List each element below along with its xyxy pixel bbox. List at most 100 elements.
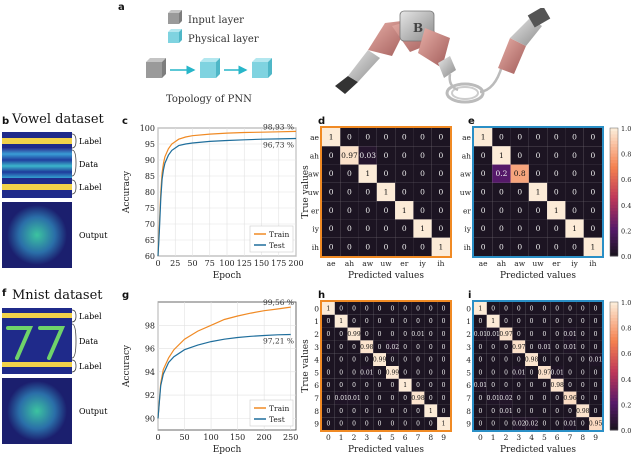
beam-cone-output	[498, 38, 526, 74]
matrix-i-cell	[474, 366, 487, 379]
matrix-i-colorbar-segment	[610, 334, 618, 338]
matrix-h-cell-label: 0	[442, 344, 446, 351]
matrix-d-cell	[340, 164, 359, 183]
matrix-d-xtick-label: aw	[362, 259, 373, 268]
matrix-i-cell-label: 0.97	[538, 369, 552, 376]
matrix-d-cell-label: 0	[438, 206, 443, 215]
chart-c-xtick-label: 100	[219, 259, 234, 268]
matrix-i-cell-label: 0	[491, 305, 495, 312]
matrix-i-ytick-label: 5	[466, 368, 471, 377]
matrix-h-cell	[386, 340, 399, 354]
matrix-d-cell	[376, 164, 396, 183]
matrix-h-cell	[437, 340, 450, 354]
matrix-h-cell-label: 0	[339, 357, 343, 364]
matrix-h-cell	[347, 327, 361, 341]
matrix-i-cell	[563, 327, 577, 341]
matrix-i-cell	[538, 404, 551, 418]
matrix-h-cell	[437, 366, 450, 379]
matrix-i-cell	[512, 353, 526, 366]
matrix-e-cell-label: 0	[499, 188, 504, 197]
matrix-i-cell-label: 0	[581, 421, 585, 428]
matrix-h-cell	[386, 353, 399, 366]
matrix-i-cell	[563, 378, 577, 392]
matrix-e-colorbar-segment	[610, 179, 618, 183]
panel-label-i: i	[468, 290, 472, 301]
matrix-d-cell-label: 0	[347, 224, 352, 233]
matrix-i-cell-label: 0	[530, 305, 534, 312]
matrix-h-cell	[424, 404, 438, 418]
matrix-d-cell-label: 1	[420, 224, 425, 233]
matrix-h-cell-label: 0	[429, 369, 433, 376]
matrix-e-xtick-label: ih	[589, 259, 596, 268]
mnist-side-label-top: Label	[79, 312, 102, 321]
mnist-digit-7-left	[6, 326, 34, 360]
matrix-h-cell	[398, 404, 412, 418]
matrix-h-cell	[360, 378, 374, 392]
matrix-i-cell-label: 0	[491, 408, 495, 415]
matrix-i-colorbar-segment	[610, 318, 618, 322]
matrix-e-cell	[583, 182, 602, 202]
matrix-i-colorbar-segment	[610, 375, 618, 380]
matrix-i-cell	[538, 340, 551, 354]
matrix-h-xtick-label: 1	[339, 433, 344, 442]
matrix-i-cell	[538, 302, 551, 315]
matrix-e-ytick-label: er	[463, 206, 471, 215]
matrix-d-cell	[358, 201, 377, 220]
matrix-h-cell-label: 0	[326, 421, 330, 428]
matrix-h-cell	[334, 340, 348, 354]
matrix-h-cell	[360, 366, 374, 379]
matrix-i-colorbar-tick: 0.0	[621, 427, 631, 435]
matrix-d-cell-label: 0	[438, 224, 443, 233]
matrix-i-cell	[589, 340, 602, 354]
chart-g-series-test	[157, 333, 291, 419]
matrix-i-colorbar-segment	[610, 423, 618, 428]
matrix-h-cell	[437, 314, 450, 328]
chart-g-legend	[249, 399, 294, 427]
matrix-i-cell	[512, 417, 526, 430]
matrix-i-colorbar-segment	[610, 398, 618, 402]
matrix-i-cell-label: 0	[594, 344, 598, 351]
matrix-e-cell	[528, 219, 548, 238]
matrix-d-cell	[376, 128, 396, 147]
matrix-h-cell-label: 0	[442, 318, 446, 325]
matrix-i-ytick-label: 9	[466, 420, 471, 429]
matrix-d-cell	[395, 237, 414, 256]
matrix-i-cell-label: 0.01	[589, 357, 602, 364]
matrix-h-cell-label: 0	[365, 318, 369, 325]
matrix-e-colorbar-segment	[610, 198, 618, 203]
matrix-i-cell-label: 0	[530, 395, 534, 402]
matrix-i-cell	[563, 302, 577, 315]
matrix-e-cell-label: 0	[517, 242, 522, 251]
matrix-h-cell	[398, 327, 412, 341]
matrix-h-xtick-label: 2	[352, 433, 357, 442]
matrix-i-cell-label: 0	[555, 421, 559, 428]
matrix-i-colorbar	[609, 301, 619, 431]
matrix-e-ytick-label: iy	[464, 225, 471, 234]
matrix-i-cell-label: 0	[517, 408, 521, 415]
matrix-i-colorbar-segment	[610, 340, 618, 345]
matrix-d-cell-label: 0	[384, 133, 389, 142]
chart-g-ytick-label: 96	[145, 345, 155, 354]
matrix-d-cell	[413, 164, 432, 183]
matrix-i-cell	[538, 366, 551, 379]
matrix-d-cell-label: 0	[365, 224, 370, 233]
matrix-d-ytick-label: ae	[310, 133, 319, 142]
matrix-e-colorbar-segment	[610, 169, 618, 174]
matrix-e-cell-label: 0	[572, 133, 577, 142]
matrix-h-xtick-label: 0	[326, 433, 331, 442]
matrix-h-cell	[347, 353, 361, 366]
matrix-d-cell	[376, 182, 396, 202]
matrix-i-cell	[512, 314, 526, 328]
matrix-h-cell	[347, 378, 361, 392]
matrix-e-cell-label: 0	[499, 242, 504, 251]
matrix-h-cell-label: 0	[429, 395, 433, 402]
legend-input-cube	[168, 10, 182, 24]
matrix-i-cell-label: 0	[530, 331, 534, 338]
matrix-i-cell	[525, 417, 538, 430]
topology-physical-node-1	[200, 58, 220, 78]
matrix-h-cell	[437, 327, 450, 341]
matrix-h-cell-label: 0	[442, 408, 446, 415]
matrix-h-cell-label: 0	[429, 421, 433, 428]
matrix-i-cell	[550, 340, 564, 354]
matrix-d-cell	[413, 237, 432, 256]
